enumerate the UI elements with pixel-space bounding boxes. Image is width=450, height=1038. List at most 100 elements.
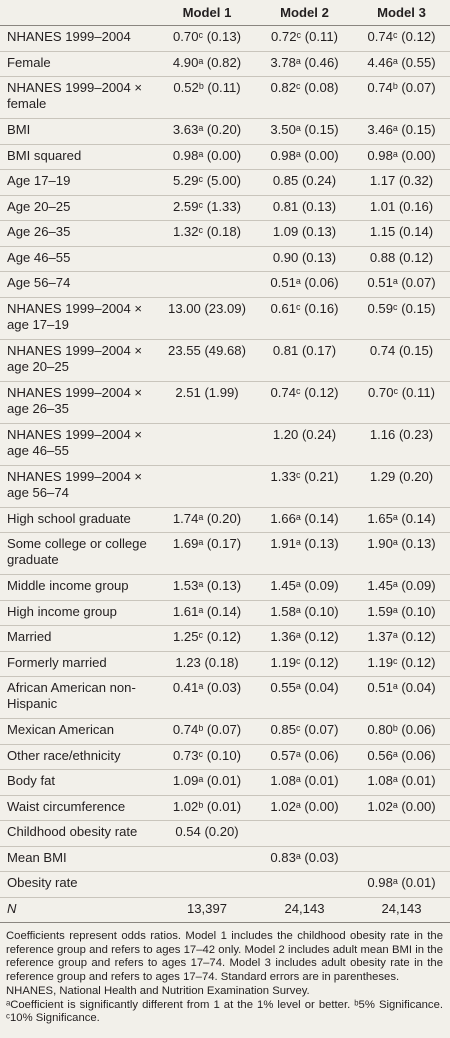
header-cell-model-3: Model 3 [353, 0, 450, 26]
model-2-value: 0.82ᶜ (0.08) [256, 76, 353, 119]
model-3-value: 3.46ᵃ (0.15) [353, 118, 450, 145]
model-1-value: 3.63ᵃ (0.20) [158, 118, 256, 145]
model-1-value: 1.74ᵃ (0.20) [158, 507, 256, 533]
table-row: Other race/ethnicity 0.73ᶜ (0.10) 0.57ᵃ (0… [0, 744, 450, 770]
model-3-value: 0.70ᶜ (0.11) [353, 381, 450, 424]
model-3-value: 1.45ᵃ (0.09) [353, 574, 450, 601]
model-2-value: 24,143 [256, 897, 353, 923]
model-2-value: 0.61ᶜ (0.16) [256, 297, 353, 340]
row-label: Waist circumference [0, 795, 158, 821]
table-row: NHANES 1999–2004 × age 20–25 23.55 (49.68… [0, 339, 450, 382]
model-3-value: 1.16 (0.23) [353, 423, 450, 466]
model-1-value: 0.74ᵇ (0.07) [158, 718, 256, 745]
model-1-value: 0.52ᵇ (0.11) [158, 76, 256, 119]
table-footnotes: Coefficients represent odds ratios. Mode… [0, 923, 450, 1026]
footnote-significance: ᵃCoefficient is significantly different … [6, 998, 443, 1025]
model-1-value: 0.73ᶜ (0.10) [158, 744, 256, 770]
model-1-value: 0.70ᶜ (0.13) [158, 25, 256, 52]
model-1-value: 4.90ᵃ (0.82) [158, 51, 256, 77]
model-3-value: 1.01 (0.16) [353, 195, 450, 221]
table-row: NHANES 1999–2004 × age 26–35 2.51 (1.99) 0… [0, 381, 450, 424]
model-3-value: 1.59ᵃ (0.10) [353, 600, 450, 626]
model-1-value: 1.25ᶜ (0.12) [158, 625, 256, 652]
table-header: Model 1 Model 2 Model 3 [0, 0, 450, 26]
odds-ratio-table: Model 1 Model 2 Model 3 NHANES 1999–2004… [0, 0, 450, 923]
row-label: Body fat [0, 769, 158, 796]
row-label: NHANES 1999–2004 × female [0, 76, 158, 119]
model-1-value [158, 871, 256, 898]
row-label: Other race/ethnicity [0, 744, 158, 770]
model-1-value [158, 465, 256, 508]
table-row: NHANES 1999–2004 × female 0.52ᵇ (0.11) 0.8… [0, 76, 450, 119]
row-label: Female [0, 51, 158, 77]
model-3-value: 0.56ᵃ (0.06) [353, 744, 450, 770]
footnote-abbreviation: NHANES, National Health and Nutrition Ex… [6, 984, 310, 997]
model-1-value: 13.00 (23.09) [158, 297, 256, 340]
table-row: Obesity rate 0.98ᵃ (0.01) [0, 871, 450, 898]
table-row: Age 26–35 1.32ᶜ (0.18) 1.09 (0.13) 1.15 (0.… [0, 220, 450, 247]
model-1-value [158, 271, 256, 298]
table-row: Some college or college graduate 1.69ᵃ (0… [0, 532, 450, 575]
table-row: Formerly married 1.23 (0.18) 1.19ᶜ (0.12) 1… [0, 651, 450, 677]
model-1-value: 0.98ᵃ (0.00) [158, 144, 256, 170]
model-3-value: 1.37ᵃ (0.12) [353, 625, 450, 652]
table-row: Married 1.25ᶜ (0.12) 1.36ᵃ (0.12) 1.37ᵃ (0.… [0, 625, 450, 652]
model-3-value: 0.80ᵇ (0.06) [353, 718, 450, 745]
model-2-value: 0.57ᵃ (0.06) [256, 744, 353, 770]
row-label: African American non-Hispanic [0, 676, 158, 719]
table-row: BMI squared 0.98ᵃ (0.00) 0.98ᵃ (0.00) 0.98ᵃ… [0, 144, 450, 170]
table-row: High income group 1.61ᵃ (0.14) 1.58ᵃ (0.10… [0, 600, 450, 626]
model-2-value: 0.55ᵃ (0.04) [256, 676, 353, 719]
row-label: Age 56–74 [0, 271, 158, 298]
row-label: BMI [0, 118, 158, 145]
model-1-value: 0.54 (0.20) [158, 820, 256, 847]
table-body: NHANES 1999–2004 0.70ᶜ (0.13) 0.72ᶜ (0.11)… [0, 25, 450, 923]
model-2-value: 1.66ᵃ (0.14) [256, 507, 353, 533]
table-row: Childhood obesity rate 0.54 (0.20) [0, 820, 450, 847]
table-row: Age 20–25 2.59ᶜ (1.33) 0.81 (0.13) 1.01 (0.… [0, 195, 450, 221]
model-3-value: 1.17 (0.32) [353, 169, 450, 196]
table-row: NHANES 1999–2004 × age 46–55 1.20 (0.24) 1… [0, 423, 450, 466]
row-label: Childhood obesity rate [0, 820, 158, 847]
model-1-value [158, 246, 256, 272]
row-label: Married [0, 625, 158, 652]
model-3-value: 1.29 (0.20) [353, 465, 450, 508]
table-row: NHANES 1999–2004 × age 17–19 13.00 (23.09… [0, 297, 450, 340]
row-label: NHANES 1999–2004 [0, 25, 158, 52]
row-label: NHANES 1999–2004 × age 20–25 [0, 339, 158, 382]
model-2-value: 1.08ᵃ (0.01) [256, 769, 353, 796]
table-row: N 13,397 24,143 24,143 [0, 897, 450, 923]
row-label: NHANES 1999–2004 × age 26–35 [0, 381, 158, 424]
table-row: Mean BMI 0.83ᵃ (0.03) [0, 846, 450, 872]
model-3-value: 1.02ᵃ (0.00) [353, 795, 450, 821]
model-3-value: 4.46ᵃ (0.55) [353, 51, 450, 77]
model-3-value: 1.08ᵃ (0.01) [353, 769, 450, 796]
model-2-value: 1.45ᵃ (0.09) [256, 574, 353, 601]
row-label: Mexican American [0, 718, 158, 745]
row-label: Obesity rate [0, 871, 158, 898]
model-3-value: 0.51ᵃ (0.04) [353, 676, 450, 719]
model-3-value: 0.88 (0.12) [353, 246, 450, 272]
row-label: NHANES 1999–2004 × age 46–55 [0, 423, 158, 466]
model-1-value: 1.32ᶜ (0.18) [158, 220, 256, 247]
model-2-value: 0.81 (0.17) [256, 339, 353, 382]
model-3-value: 0.74 (0.15) [353, 339, 450, 382]
header-cell-variable [0, 0, 158, 26]
model-2-value: 0.90 (0.13) [256, 246, 353, 272]
model-3-value: 0.74ᵇ (0.07) [353, 76, 450, 119]
model-2-value: 0.51ᵃ (0.06) [256, 271, 353, 298]
table-row: Age 56–74 0.51ᵃ (0.06) 0.51ᵃ (0.07) [0, 271, 450, 298]
row-label: N [0, 897, 158, 923]
model-2-value [256, 871, 353, 898]
table-row: BMI 3.63ᵃ (0.20) 3.50ᵃ (0.15) 3.46ᵃ (0.15) [0, 118, 450, 145]
table-row: NHANES 1999–2004 × age 56–74 1.33ᶜ (0.21)… [0, 465, 450, 508]
table-row: Age 17–19 5.29ᶜ (5.00) 0.85 (0.24) 1.17 (0.… [0, 169, 450, 196]
model-2-value: 3.50ᵃ (0.15) [256, 118, 353, 145]
model-3-value: 0.74ᶜ (0.12) [353, 25, 450, 52]
model-2-value: 0.85 (0.24) [256, 169, 353, 196]
model-3-value [353, 846, 450, 872]
row-label: Age 46–55 [0, 246, 158, 272]
model-2-value: 1.91ᵃ (0.13) [256, 532, 353, 575]
model-1-value: 13,397 [158, 897, 256, 923]
